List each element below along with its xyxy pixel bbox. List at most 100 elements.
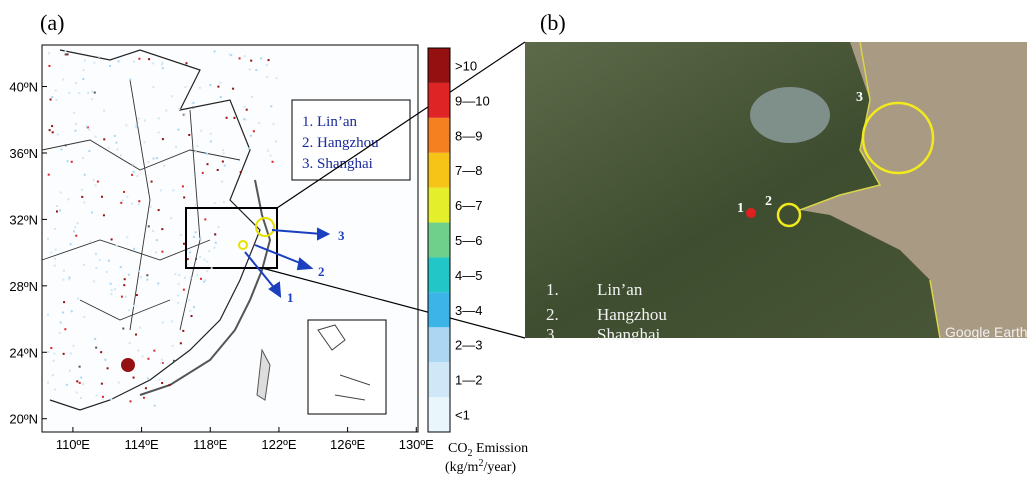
emission-speck xyxy=(108,147,110,149)
y-tick-label: 20ºN xyxy=(9,412,38,427)
colorbar-title-part: Emission xyxy=(472,441,528,456)
emission-speck xyxy=(250,135,252,137)
emission-speck xyxy=(75,82,77,84)
emission-speck xyxy=(47,238,49,240)
emission-speck xyxy=(158,209,160,211)
emission-speck xyxy=(183,289,185,291)
colorbar-title: CO2 Emission xyxy=(448,441,528,459)
emission-speck xyxy=(200,130,202,132)
emission-speck xyxy=(133,377,135,379)
emission-speck xyxy=(73,112,75,114)
emission-speck xyxy=(74,130,76,132)
emission-speck xyxy=(180,234,182,236)
emission-speck xyxy=(162,321,164,323)
emission-speck xyxy=(178,108,180,110)
emission-speck xyxy=(120,266,122,268)
legend-number: 1. xyxy=(546,280,559,299)
emission-speck xyxy=(275,140,277,142)
emission-speck xyxy=(203,281,205,283)
colorbar-unit: (kg/m2/year) xyxy=(445,458,516,475)
emission-speck xyxy=(125,296,127,298)
emission-speck xyxy=(95,252,97,254)
emission-speck xyxy=(170,217,172,219)
emission-speck xyxy=(138,203,140,205)
emission-speck xyxy=(128,274,130,276)
emission-speck xyxy=(79,382,81,384)
emission-speck xyxy=(60,148,62,150)
emission-speck xyxy=(266,64,268,66)
emission-speck xyxy=(209,84,211,86)
colorbar-label: 3—4 xyxy=(455,303,482,318)
x-tick-label: 122ºE xyxy=(261,437,296,452)
emission-speck xyxy=(214,233,216,235)
emission-speck xyxy=(128,309,130,311)
emission-speck xyxy=(243,118,245,120)
emission-speck xyxy=(244,55,246,57)
emission-speck xyxy=(133,248,135,250)
y-tick-label: 36ºN xyxy=(9,146,38,161)
colorbar-label: 7—8 xyxy=(455,163,482,178)
emission-speck xyxy=(53,360,55,362)
colorbar-bin xyxy=(428,327,450,362)
emission-speck xyxy=(133,61,135,63)
emission-speck xyxy=(276,77,278,79)
emission-speck xyxy=(67,160,69,162)
emission-speck xyxy=(172,189,174,191)
emission-speck xyxy=(162,62,164,64)
emission-speck xyxy=(48,65,50,67)
arrow-label: 3 xyxy=(338,228,345,243)
emission-speck xyxy=(125,124,127,126)
emission-speck xyxy=(93,280,95,282)
emission-speck xyxy=(184,277,186,279)
emission-speck xyxy=(82,383,84,385)
emission-speck xyxy=(64,328,66,330)
emission-speck xyxy=(232,88,234,90)
emission-speck xyxy=(150,206,152,208)
colorbar-label: <1 xyxy=(455,408,470,423)
emission-speck xyxy=(121,296,123,298)
emission-speck xyxy=(76,392,78,394)
x-tick-label: 130ºE xyxy=(399,437,434,452)
emission-speck xyxy=(62,312,64,314)
emission-speck xyxy=(116,245,118,247)
emission-speck xyxy=(163,165,165,167)
emission-speck xyxy=(95,267,97,269)
emission-speck xyxy=(210,133,212,135)
emission-speck xyxy=(177,302,179,304)
emission-speck xyxy=(83,316,85,318)
colorbar-bin xyxy=(428,292,450,327)
emission-speck xyxy=(133,171,135,173)
emission-speck xyxy=(50,347,52,349)
emission-speck xyxy=(87,92,89,94)
emission-speck xyxy=(65,53,67,55)
y-tick-label: 28ºN xyxy=(9,279,38,294)
emission-speck xyxy=(47,351,49,353)
colorbar-label: 4—5 xyxy=(455,268,482,283)
emission-speck xyxy=(239,57,241,59)
emission-speck xyxy=(204,279,206,281)
emission-speck xyxy=(94,338,96,340)
emission-speck xyxy=(162,67,164,69)
emission-speck xyxy=(210,140,212,142)
legend-item: 1. Lin’an xyxy=(302,114,357,130)
emission-speck xyxy=(178,274,180,276)
emission-speck xyxy=(110,283,112,285)
emission-speck xyxy=(214,50,216,52)
emission-speck xyxy=(104,359,106,361)
emission-speck xyxy=(50,98,52,100)
emission-speck xyxy=(196,145,198,147)
emission-speck xyxy=(224,165,226,167)
emission-speck xyxy=(60,191,62,193)
emission-speck xyxy=(180,342,182,344)
emission-speck xyxy=(99,259,101,261)
x-tick-label: 126ºE xyxy=(330,437,365,452)
emission-speck xyxy=(114,288,116,290)
emission-speck xyxy=(63,270,65,272)
emission-speck xyxy=(160,362,162,364)
emission-speck xyxy=(136,124,138,126)
emission-speck xyxy=(229,53,231,55)
emission-speck xyxy=(75,235,77,237)
emission-speck xyxy=(144,119,146,121)
emission-speck xyxy=(192,102,194,104)
emission-speck xyxy=(120,202,122,204)
